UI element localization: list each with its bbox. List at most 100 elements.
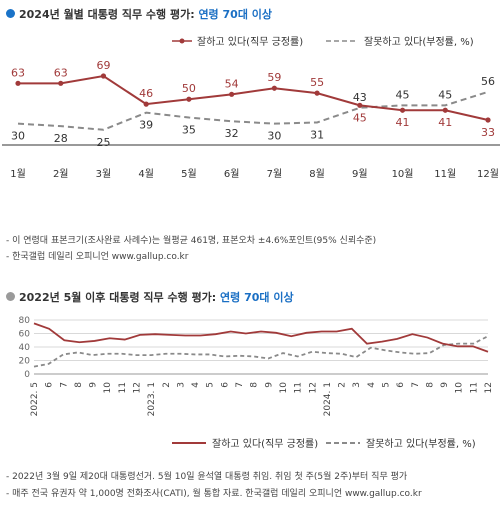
positive-point bbox=[58, 80, 64, 86]
y-tick-label: 20 bbox=[19, 357, 31, 367]
positive-series-line bbox=[33, 322, 489, 353]
chart1-title-text: 2024년 월별 대통령 직무 수행 평가: bbox=[19, 8, 199, 21]
x-tick-label: 7 bbox=[235, 382, 245, 388]
negative-data-label: 56 bbox=[481, 75, 495, 88]
x-tick-label: 9 bbox=[440, 382, 450, 388]
positive-point bbox=[186, 96, 192, 102]
x-tick-label: 10 bbox=[279, 382, 289, 394]
positive-data-label: 45 bbox=[353, 111, 367, 124]
chart1-legend: 잘하고 있다(직무 긍정률) 잘못하고 있다(부정률, %) bbox=[172, 35, 474, 48]
x-tick-label: 12월 bbox=[477, 168, 499, 180]
bullet-icon bbox=[6, 292, 15, 301]
positive-data-label: 54 bbox=[225, 77, 239, 90]
chart2-title-highlight: 연령 70대 이상 bbox=[220, 291, 294, 304]
x-tick-label: 9 bbox=[89, 382, 99, 388]
x-tick-label: 3월 bbox=[96, 168, 112, 180]
chart1-note-1: - 이 연령대 표본크기(조사완료 사례수)는 월평균 461명, 표본오차 ±… bbox=[6, 236, 377, 246]
x-tick-label: 5월 bbox=[181, 168, 197, 180]
x-tick-label: 6 bbox=[45, 382, 55, 388]
x-tick-label: 7월 bbox=[267, 168, 283, 180]
positive-data-label: 59 bbox=[267, 71, 281, 84]
positive-point bbox=[229, 91, 235, 97]
positive-data-label: 41 bbox=[438, 116, 452, 129]
x-tick-label: 2022. 5 bbox=[30, 382, 40, 416]
negative-series-line bbox=[33, 335, 489, 368]
x-tick-label: 8 bbox=[425, 382, 435, 388]
legend-negative-label: 잘못하고 있다(부정률, %) bbox=[366, 437, 476, 450]
x-tick-label: 3 bbox=[352, 382, 362, 388]
positive-point bbox=[271, 85, 277, 91]
x-tick-label: 10 bbox=[103, 382, 113, 394]
x-tick-label: 9 bbox=[264, 382, 274, 388]
chart2-note-1: - 2022년 3월 9일 제20대 대통령선거. 5월 10일 윤석열 대통령… bbox=[6, 472, 408, 482]
x-tick-label: 4월 bbox=[138, 168, 154, 180]
x-tick-label: 8월 bbox=[309, 168, 325, 180]
x-tick-label: 2023. 1 bbox=[147, 382, 157, 416]
negative-data-label: 32 bbox=[225, 127, 239, 140]
positive-data-label: 63 bbox=[11, 66, 25, 79]
x-tick-label: 11 bbox=[118, 382, 128, 393]
chart2-note-2: - 매주 전국 유권자 약 1,000명 전화조사(CATI), 월 통합 자료… bbox=[6, 489, 422, 499]
positive-point bbox=[314, 90, 320, 96]
positive-point bbox=[143, 101, 149, 107]
chart2-legend: 잘하고 있다(직무 긍정률) 잘못하고 있다(부정률, %) bbox=[172, 437, 476, 450]
y-tick-label: 40 bbox=[19, 343, 31, 353]
legend-positive-marker bbox=[179, 38, 185, 44]
negative-data-label: 31 bbox=[310, 128, 324, 141]
legend-positive-label: 잘하고 있다(직무 긍정률) bbox=[212, 437, 318, 450]
x-tick-label: 7 bbox=[59, 382, 69, 388]
x-tick-label: 2 bbox=[162, 382, 172, 388]
x-tick-label: 12 bbox=[133, 382, 143, 393]
positive-point bbox=[485, 117, 491, 123]
positive-data-label: 50 bbox=[182, 82, 196, 95]
negative-data-label: 43 bbox=[353, 91, 367, 104]
x-tick-label: 8 bbox=[250, 382, 260, 388]
x-tick-label: 11월 bbox=[434, 168, 456, 180]
positive-point bbox=[399, 107, 406, 113]
y-tick-label: 60 bbox=[19, 330, 31, 340]
chart2-title: 2022년 5월 이후 대통령 직무 수행 평가: 연령 70대 이상 bbox=[6, 289, 294, 305]
chart2-marks bbox=[33, 322, 489, 368]
x-tick-label: 4 bbox=[191, 382, 201, 388]
positive-data-label: 46 bbox=[139, 87, 153, 100]
x-tick-label: 5 bbox=[206, 382, 216, 388]
x-tick-label: 10월 bbox=[392, 168, 414, 180]
x-tick-label: 12 bbox=[308, 382, 318, 393]
negative-data-label: 30 bbox=[11, 130, 25, 143]
positive-data-label: 69 bbox=[96, 59, 110, 72]
bullet-icon bbox=[6, 9, 15, 18]
positive-series-line bbox=[18, 74, 489, 121]
positive-point bbox=[357, 102, 363, 108]
x-tick-label: 2월 bbox=[53, 168, 69, 180]
x-tick-label: 8 bbox=[74, 382, 84, 388]
chart1-title-highlight: 연령 70대 이상 bbox=[198, 8, 273, 21]
negative-data-label: 39 bbox=[139, 119, 153, 132]
positive-data-label: 41 bbox=[396, 116, 410, 129]
negative-data-label: 35 bbox=[182, 124, 196, 137]
positive-point bbox=[100, 73, 107, 79]
x-tick-label: 12 bbox=[484, 382, 494, 393]
x-tick-label: 3 bbox=[176, 382, 186, 388]
legend-positive-label: 잘하고 있다(직무 긍정률) bbox=[197, 35, 303, 48]
positive-data-label: 55 bbox=[310, 76, 324, 89]
negative-data-label: 28 bbox=[54, 132, 68, 145]
positive-point bbox=[15, 80, 21, 86]
legend-negative-label: 잘못하고 있다(부정률, %) bbox=[364, 35, 474, 48]
y-tick-label: 0 bbox=[24, 370, 30, 380]
y-tick-label: 80 bbox=[19, 316, 31, 326]
x-tick-label: 2 bbox=[338, 382, 348, 388]
chart2-title-text: 2022년 5월 이후 대통령 직무 수행 평가: bbox=[19, 291, 221, 304]
x-tick-label: 6 bbox=[396, 382, 406, 388]
x-tick-label: 10 bbox=[455, 382, 465, 394]
x-tick-label: 1월 bbox=[10, 168, 26, 180]
negative-data-label: 30 bbox=[267, 130, 281, 143]
x-tick-label: 2024. 1 bbox=[323, 382, 333, 416]
x-tick-label: 9월 bbox=[352, 168, 368, 180]
positive-data-label: 33 bbox=[481, 126, 495, 139]
x-tick-label: 6월 bbox=[224, 168, 240, 180]
chart1-note-2: - 한국갤럽 데일리 오피니언 www.gallup.co.kr bbox=[6, 252, 189, 262]
chart1-plot: 잘하고 있다(직무 긍정률) 잘못하고 있다(부정률, %) 1월 2월 3월 4월 5… bbox=[2, 35, 500, 180]
x-tick-label: 7 bbox=[411, 382, 421, 388]
negative-data-label: 25 bbox=[96, 136, 110, 149]
